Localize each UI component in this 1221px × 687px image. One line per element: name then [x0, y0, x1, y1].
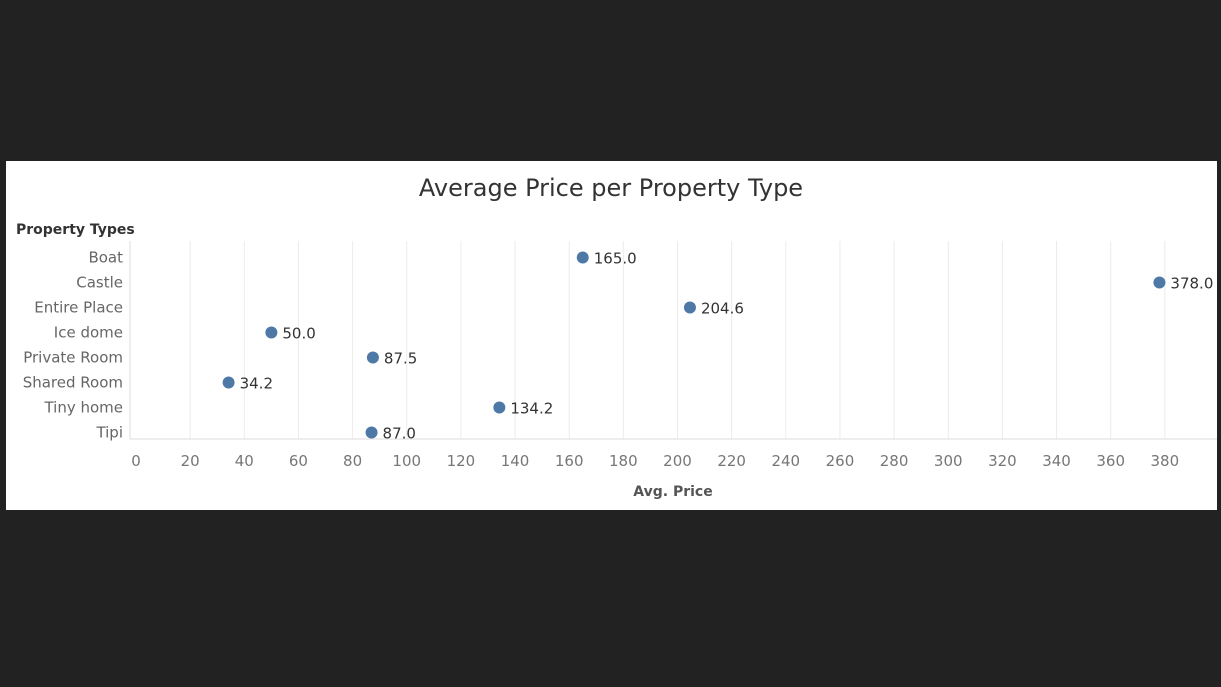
x-tick-label: 80	[343, 452, 362, 470]
gridlines	[189, 241, 1166, 439]
x-tick-label: 140	[501, 452, 530, 470]
x-tick-label: 120	[447, 452, 476, 470]
data-point	[1153, 276, 1166, 289]
x-tick-label: 360	[1096, 452, 1125, 470]
x-tick-label: 20	[181, 452, 200, 470]
category-label: Tipi	[95, 424, 123, 442]
data-point	[222, 376, 235, 389]
category-label: Shared Room	[23, 374, 123, 392]
row-header: Property Types	[16, 222, 135, 238]
x-tick-label: 200	[663, 452, 692, 470]
data-points	[222, 251, 1166, 439]
x-tick-label: 180	[609, 452, 638, 470]
data-label: 378.0	[1170, 275, 1213, 293]
category-label: Boat	[88, 249, 123, 267]
x-axis-title: Avg. Price	[633, 484, 712, 500]
x-tick-label: 220	[717, 452, 746, 470]
data-label: 87.5	[384, 350, 417, 368]
data-point	[683, 301, 696, 314]
x-tick-label: 340	[1042, 452, 1071, 470]
category-label: Castle	[76, 274, 123, 292]
chart-title: Average Price per Property Type	[419, 174, 803, 202]
data-label: 165.0	[594, 250, 637, 268]
x-tick-label: 60	[289, 452, 308, 470]
x-tick-label: 320	[988, 452, 1017, 470]
x-tick-label: 40	[235, 452, 254, 470]
data-label: 87.0	[383, 425, 416, 443]
category-label: Tiny home	[43, 399, 123, 417]
x-tick-label: 240	[771, 452, 800, 470]
data-point	[365, 426, 378, 439]
x-tick-label: 260	[826, 452, 855, 470]
category-label: Entire Place	[34, 299, 123, 317]
data-point	[366, 351, 379, 364]
x-tick-label: 100	[392, 452, 421, 470]
x-tick-labels: 0 20 40 60 80 100 120 140 160 180 200 220 240 260 280 3…	[131, 452, 1179, 470]
x-tick-label: 280	[880, 452, 909, 470]
chart-panel: Average Price per Property Type Property…	[6, 161, 1217, 510]
data-label: 134.2	[510, 400, 553, 418]
data-label: 204.6	[701, 300, 744, 318]
data-point	[493, 401, 506, 414]
category-labels: Boat Castle Entire Place Ice dome Private Ro…	[23, 249, 123, 442]
category-label: Ice dome	[54, 324, 123, 342]
x-tick-label: 160	[555, 452, 584, 470]
x-tick-label: 380	[1151, 452, 1180, 470]
data-labels: 165.0 378.0 204.6 50.0 87.5 34.2 134.2 87.0	[240, 250, 1214, 443]
x-tick-label: 300	[934, 452, 963, 470]
data-label: 50.0	[282, 325, 315, 343]
category-label: Private Room	[23, 349, 123, 367]
x-tick-label: 0	[131, 452, 141, 470]
data-point	[576, 251, 589, 264]
data-point	[265, 326, 278, 339]
data-label: 34.2	[240, 375, 273, 393]
chart-svg: Average Price per Property Type Property…	[16, 174, 1217, 500]
